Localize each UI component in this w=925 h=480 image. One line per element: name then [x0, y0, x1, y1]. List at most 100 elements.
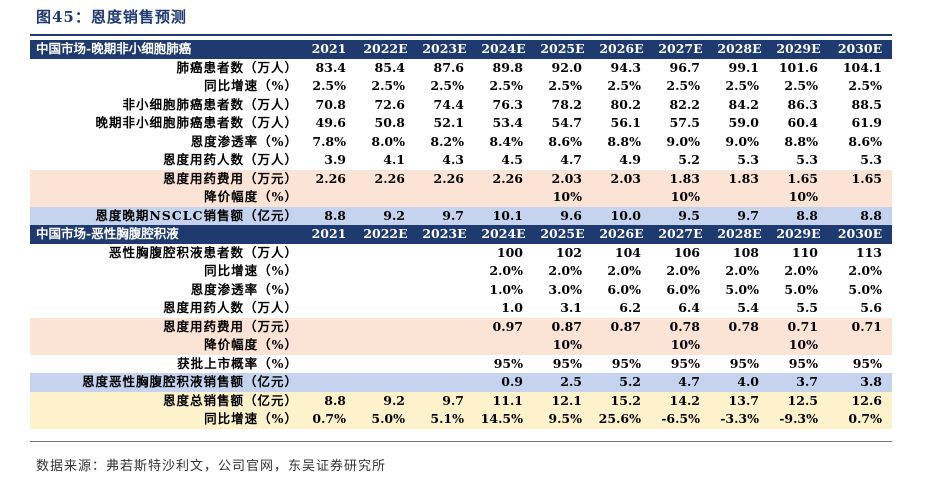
table-cell	[415, 354, 474, 373]
table-cell: 72.6	[356, 95, 415, 114]
table-cell: 3.8	[828, 373, 892, 392]
table-cell: 59.0	[710, 114, 769, 133]
row-label: 非小细胞肺癌患者数（万人）	[30, 95, 302, 114]
table-cell: 78.2	[533, 95, 592, 114]
year-header: 2021	[302, 225, 356, 244]
forecast-table: 中国市场-晚期非小细胞肺癌 2021 2022E 2023E 2024E 2025E 202…	[30, 40, 892, 429]
table-cell: 9.0%	[651, 132, 710, 151]
table-cell: 70.8	[302, 95, 356, 114]
section-header-label: 中国市场-晚期非小细胞肺癌	[30, 40, 302, 59]
table-cell: 2.5%	[356, 77, 415, 96]
table-cell: 5.3	[769, 151, 828, 170]
row-label: 恩度用药费用（万元）	[30, 169, 302, 188]
table-cell: 4.9	[592, 151, 651, 170]
table-cell: 2.0%	[533, 262, 592, 281]
table-cell: 2.0%	[769, 262, 828, 281]
table-cell: 9.5%	[533, 410, 592, 429]
table-cell: 5.6	[828, 299, 892, 318]
table-cell: 102	[533, 243, 592, 262]
table-cell	[828, 188, 892, 207]
table-cell: 86.3	[769, 95, 828, 114]
table-cell: 95%	[651, 354, 710, 373]
table-cell: 104.1	[828, 58, 892, 77]
year-header: 2023E	[415, 225, 474, 244]
table-cell: 8.6%	[828, 132, 892, 151]
row-label: 同比增速（%）	[30, 77, 302, 96]
row-label: 降价幅度（%）	[30, 188, 302, 207]
table-cell: 54.7	[533, 114, 592, 133]
table-cell	[356, 243, 415, 262]
table-cell: 95%	[828, 354, 892, 373]
table-cell: 8.0%	[356, 132, 415, 151]
table-cell	[356, 373, 415, 392]
year-header: 2021	[302, 40, 356, 59]
table-cell: 108	[710, 243, 769, 262]
table-cell: 4.3	[415, 151, 474, 170]
section-header-label: 中国市场-恶性胸腹腔积液	[30, 225, 302, 244]
table-cell: 3.0%	[533, 280, 592, 299]
table-cell: 9.0%	[710, 132, 769, 151]
table-cell: 2.5%	[592, 77, 651, 96]
year-header: 2028E	[710, 225, 769, 244]
table-cell: 8.8	[828, 206, 892, 225]
row-label: 恩度渗透率（%）	[30, 280, 302, 299]
table-cell	[828, 336, 892, 355]
table-cell: 10.0	[592, 206, 651, 225]
row-label: 同比增速（%）	[30, 410, 302, 429]
source-note: 数据来源：弗若斯特沙利文，公司官网，东吴证券研究所	[36, 459, 387, 474]
table-cell: 10%	[533, 188, 592, 207]
row-label: 恩度恶性胸腹腔积液销售额（亿元）	[30, 373, 302, 392]
table-cell: 0.71	[828, 317, 892, 336]
table-cell: 49.6	[302, 114, 356, 133]
table-cell	[302, 336, 356, 355]
table-cell: 4.5	[474, 151, 533, 170]
table-cell: 14.5%	[474, 410, 533, 429]
table-cell	[356, 336, 415, 355]
table-cell: 95%	[769, 354, 828, 373]
table-row: 恩度用药费用（万元） 2.26 2.26 2.26 2.26 2.03 2.03 1.83 1.…	[30, 169, 892, 188]
table-cell: 57.5	[651, 114, 710, 133]
table-cell: 2.5%	[710, 77, 769, 96]
table-cell: 3.9	[302, 151, 356, 170]
table-cell	[474, 188, 533, 207]
table-cell: 8.8%	[592, 132, 651, 151]
table-cell: 5.5	[769, 299, 828, 318]
table-row: 恩度晚期NSCLC销售额（亿元） 8.8 9.2 9.7 10.1 9.6 10.0 9.5 9…	[30, 206, 892, 225]
table-cell: 2.5	[533, 373, 592, 392]
table-cell: 6.4	[651, 299, 710, 318]
year-header: 2022E	[356, 40, 415, 59]
table-cell: 2.0%	[474, 262, 533, 281]
table-cell: 9.2	[356, 391, 415, 410]
row-label: 获批上市概率（%）	[30, 354, 302, 373]
table-cell: 1.0	[474, 299, 533, 318]
table-cell: 0.71	[769, 317, 828, 336]
table-cell: 0.7%	[302, 410, 356, 429]
table-cell: 61.9	[828, 114, 892, 133]
top-rule	[30, 34, 892, 36]
table-cell: 85.4	[356, 58, 415, 77]
table-cell	[592, 188, 651, 207]
table-cell: 2.03	[592, 169, 651, 188]
table-cell: 1.65	[769, 169, 828, 188]
table-cell: 92.0	[533, 58, 592, 77]
table-cell: 12.1	[533, 391, 592, 410]
table-cell: 84.2	[710, 95, 769, 114]
table-cell: 2.26	[356, 169, 415, 188]
year-header: 2028E	[710, 40, 769, 59]
table-cell: 5.1%	[415, 410, 474, 429]
table-cell: 6.0%	[592, 280, 651, 299]
table-cell: 25.6%	[592, 410, 651, 429]
table-row: 降价幅度（%） 10% 10% 10%	[30, 336, 892, 355]
table-cell: 2.5%	[415, 77, 474, 96]
table-row: 同比增速（%） 2.0% 2.0% 2.0% 2.0% 2.0% 2.0% 2.0%	[30, 262, 892, 281]
table-cell: 0.78	[710, 317, 769, 336]
table-cell	[415, 317, 474, 336]
table-cell: 2.0%	[828, 262, 892, 281]
table-cell: 8.4%	[474, 132, 533, 151]
table-cell: 9.7	[710, 206, 769, 225]
table-row: 降价幅度（%） 10% 10% 10%	[30, 188, 892, 207]
table-cell	[415, 280, 474, 299]
table-cell: 100	[474, 243, 533, 262]
table-cell: 95%	[710, 354, 769, 373]
